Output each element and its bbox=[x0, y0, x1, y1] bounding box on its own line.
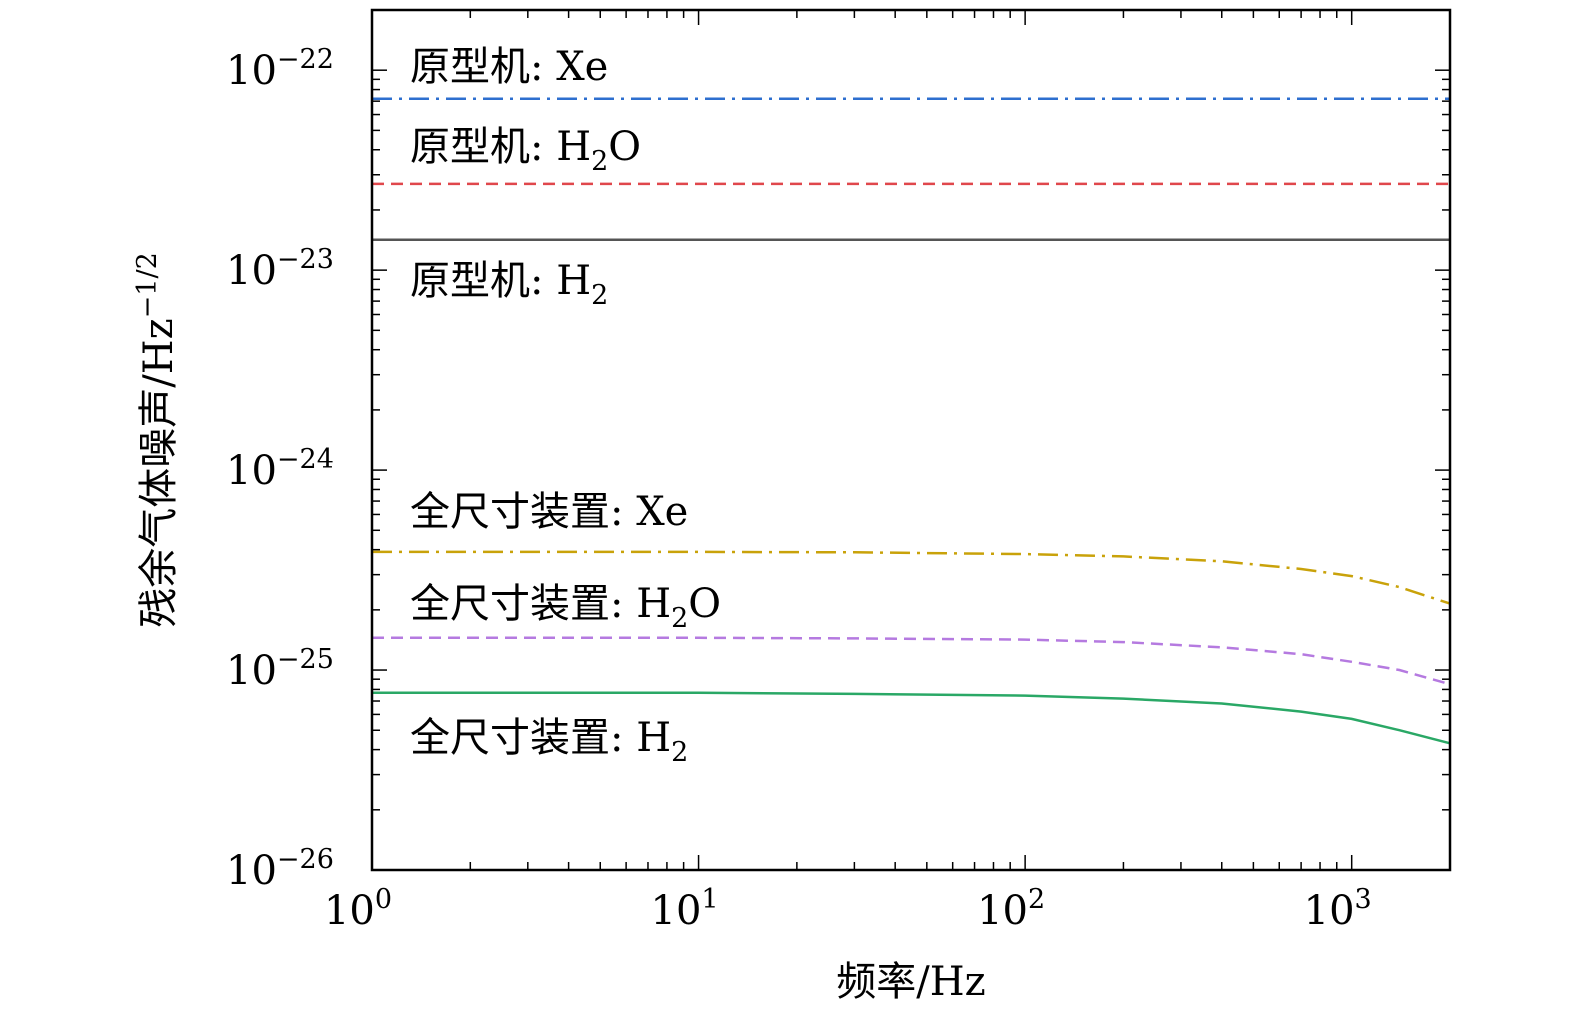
series-line-3 bbox=[372, 550, 1451, 605]
x-tick-label: 103 bbox=[1304, 884, 1372, 934]
label-layer: 100 101 102 103 10−22 10−23 10−24 10−25 10−26 原型机… bbox=[226, 44, 1372, 934]
series-line-5 bbox=[372, 691, 1451, 745]
series-label-0: 原型机: Xe bbox=[410, 44, 608, 90]
y-tick-label: 10−26 bbox=[226, 844, 334, 894]
x-axis-title: 频率/Hz bbox=[836, 959, 985, 1005]
x-tick-label: 102 bbox=[977, 884, 1045, 934]
tick-layer bbox=[371, 9, 1451, 871]
y-axis-title: 残余气体噪声/Hz−1/2 bbox=[132, 252, 182, 628]
series-label-4: 全尺寸装置: H2O bbox=[410, 581, 721, 634]
y-tick-label: 10−25 bbox=[226, 644, 334, 694]
series-layer bbox=[372, 97, 1451, 745]
y-axis-title-main: 残余气体噪声/Hz bbox=[136, 318, 182, 627]
series-label-3: 全尺寸装置: Xe bbox=[410, 489, 688, 535]
x-tick-label: 101 bbox=[651, 884, 719, 934]
series-label-1: 原型机: H2O bbox=[410, 124, 641, 177]
y-tick-label: 10−24 bbox=[226, 444, 334, 494]
series-line-4 bbox=[372, 636, 1451, 686]
y-tick-label: 10−22 bbox=[226, 44, 334, 94]
plot-frame bbox=[370, 8, 1452, 872]
series-label-2: 原型机: H2 bbox=[410, 258, 608, 311]
y-axis-title-exponent: −1/2 bbox=[132, 252, 163, 318]
x-tick-label: 100 bbox=[324, 884, 392, 934]
y-tick-label: 10−23 bbox=[226, 244, 334, 294]
series-label-5: 全尺寸装置: H2 bbox=[410, 715, 688, 768]
